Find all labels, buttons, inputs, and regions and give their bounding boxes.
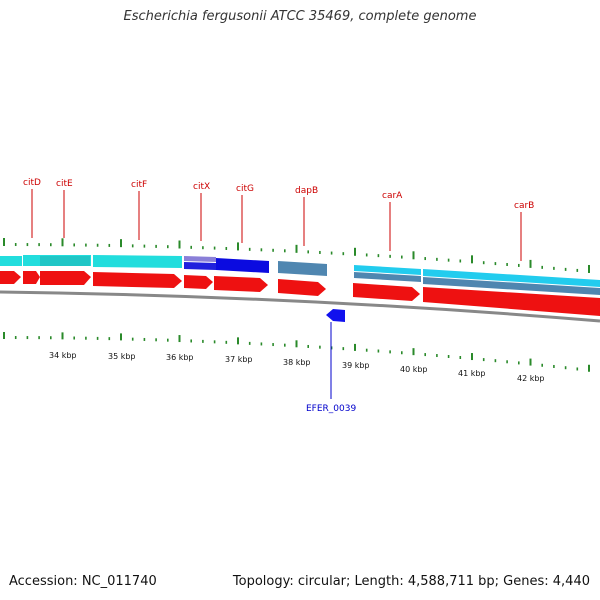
feature-blue-3[interactable] <box>216 258 269 273</box>
scale-label: 42 kbp <box>517 374 545 383</box>
gene-label-dapB[interactable]: dapB <box>295 186 318 196</box>
scale-label: 41 kbp <box>458 369 486 378</box>
cds-arrow-5[interactable] <box>184 275 213 289</box>
gene-label-carB[interactable]: carB <box>514 201 534 211</box>
scale-label: 38 kbp <box>283 358 311 367</box>
accession-text: Accession: NC_011740 <box>9 574 157 589</box>
genome-summary-text: Topology: circular; Length: 4,588,711 bp… <box>232 574 590 589</box>
feature-steel-1[interactable] <box>278 261 327 276</box>
backbone-line <box>0 290 600 323</box>
map-title: Escherichia fergusonii ATCC 35469, compl… <box>123 9 477 24</box>
scale-label: 35 kbp <box>108 352 136 361</box>
feature-cyan-3[interactable] <box>93 255 182 268</box>
feature-steel-2[interactable] <box>354 272 421 282</box>
feature-blue-2[interactable] <box>184 262 216 270</box>
scale-label: 37 kbp <box>225 355 253 364</box>
scale-label: 36 kbp <box>166 353 194 362</box>
feature-track-outer <box>0 255 600 295</box>
inner-tick-row <box>3 332 590 372</box>
gene-label-citE[interactable]: citE <box>56 179 73 189</box>
scale-label: 34 kbp <box>49 351 77 360</box>
feature-cyan-5[interactable] <box>423 269 600 287</box>
gene-labels: citD citE citF citX citG dapB carA carB … <box>23 178 534 414</box>
scale-label: 40 kbp <box>400 365 428 374</box>
cds-arrow-6[interactable] <box>214 276 268 292</box>
cds-track <box>0 271 600 316</box>
feature-cyan-4[interactable] <box>354 265 421 275</box>
gene-label-citG[interactable]: citG <box>236 184 254 194</box>
cds-arrow-9[interactable] <box>423 287 600 316</box>
feature-steel-3[interactable] <box>423 277 600 295</box>
cds-arrow-7[interactable] <box>278 279 326 296</box>
scale-label: 39 kbp <box>342 361 370 370</box>
gene-label-citF[interactable]: citF <box>131 180 147 190</box>
cds-arrow-3[interactable] <box>40 271 91 285</box>
scale-labels: 34 kbp 35 kbp 36 kbp 37 kbp 38 kbp 39 kb… <box>49 351 545 383</box>
reverse-feature-arrow[interactable] <box>326 309 345 322</box>
cds-arrow-8[interactable] <box>353 283 420 301</box>
feature-blue-1[interactable] <box>184 256 216 262</box>
gene-label-citX[interactable]: citX <box>193 182 210 192</box>
gene-label-carA[interactable]: carA <box>382 191 403 201</box>
feature-cyan-1[interactable] <box>0 256 22 266</box>
outer-tick-row <box>3 238 590 273</box>
cds-arrow-2[interactable] <box>23 271 40 284</box>
cds-arrow-4[interactable] <box>93 272 182 288</box>
feature-cyan-highlight[interactable] <box>40 256 90 266</box>
gene-label-citD[interactable]: citD <box>23 178 41 188</box>
cds-arrow-1[interactable] <box>0 271 21 284</box>
gene-label-EFER_0039[interactable]: EFER_0039 <box>306 404 356 414</box>
